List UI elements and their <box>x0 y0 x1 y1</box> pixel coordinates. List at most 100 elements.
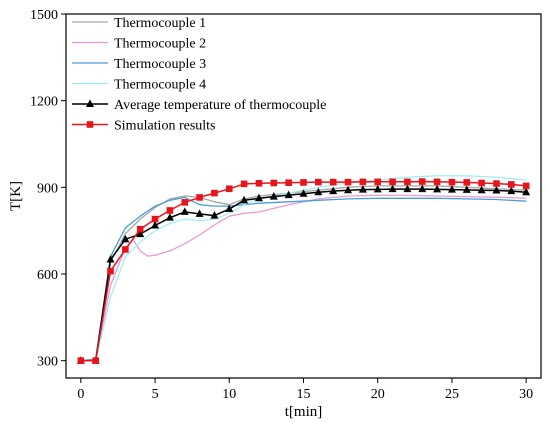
data-point <box>477 185 486 194</box>
data-point <box>493 180 500 187</box>
legend-label: Thermocouple 3 <box>114 57 206 72</box>
x-tick-label: 10 <box>222 387 236 402</box>
data-point <box>388 184 397 193</box>
data-point <box>240 195 249 204</box>
data-point <box>181 199 189 206</box>
data-point <box>284 190 293 199</box>
data-point <box>433 178 441 186</box>
series-line-thermocouple-2 <box>80 194 527 362</box>
legend-marker <box>86 99 94 107</box>
data-point <box>240 180 248 188</box>
data-point <box>195 209 204 217</box>
data-point <box>358 185 367 193</box>
legend-label: Thermocouple 2 <box>114 37 206 52</box>
data-point <box>122 246 129 253</box>
legend-entry-simulation-results: Simulation results <box>72 119 216 134</box>
legend-label: Simulation results <box>114 119 216 134</box>
legend-label: Thermocouple 1 <box>114 16 206 31</box>
y-tick-label: 600 <box>37 268 58 283</box>
data-point <box>210 211 219 219</box>
plot-frame <box>65 13 542 379</box>
data-point <box>211 189 218 197</box>
data-point <box>462 185 471 193</box>
legend-entry-thermocouple-2: Thermocouple 2 <box>72 37 206 52</box>
y-axis-title: T[K] <box>8 181 24 211</box>
y-tick-label: 1500 <box>30 8 58 23</box>
y-tick-label: 900 <box>37 181 58 196</box>
legend-entry-thermocouple-3: Thermocouple 3 <box>72 57 206 72</box>
x-tick-label: 30 <box>519 387 533 402</box>
data-point <box>196 194 203 201</box>
data-point <box>225 185 233 193</box>
data-point <box>315 178 322 186</box>
data-point <box>404 178 411 186</box>
data-point <box>106 255 115 263</box>
data-point <box>225 204 234 212</box>
data-point <box>507 186 516 195</box>
series-line-thermocouple-1 <box>80 185 527 362</box>
legend-label: Thermocouple 4 <box>114 78 206 93</box>
data-point <box>151 220 160 229</box>
data-point <box>344 185 353 194</box>
data-point <box>151 215 159 223</box>
data-point <box>492 186 501 194</box>
series-thermocouple-1 <box>80 185 527 362</box>
data-point <box>522 187 531 196</box>
series-thermocouple-3 <box>80 196 527 362</box>
data-point <box>269 192 278 200</box>
legend-entry-thermocouple-4: Thermocouple 4 <box>72 78 206 93</box>
data-point <box>314 187 323 196</box>
data-point <box>107 267 114 275</box>
legend: Thermocouple 1 Thermocouple 2 Thermocouple… <box>72 16 326 134</box>
data-point <box>92 357 99 364</box>
series-thermocouple-2 <box>80 194 527 362</box>
x-tick-label: 0 <box>77 387 84 402</box>
y-tick-label: 1200 <box>30 95 58 110</box>
x-tick-label: 20 <box>371 387 385 402</box>
data-point <box>255 179 263 187</box>
data-point <box>373 184 382 193</box>
x-tick-label: 15 <box>297 387 311 402</box>
data-point <box>121 234 130 243</box>
data-point <box>463 179 471 186</box>
data-point <box>166 207 174 214</box>
series-layer <box>76 175 531 364</box>
legend-label: Average temperature of thermocouple <box>114 98 326 113</box>
data-point <box>447 185 456 193</box>
series-line-thermocouple-4 <box>80 175 527 362</box>
data-point <box>522 182 530 190</box>
x-tick-label: 5 <box>152 387 159 402</box>
data-point <box>136 225 144 233</box>
data-point <box>329 186 338 195</box>
data-point <box>344 178 352 186</box>
data-point <box>270 179 278 187</box>
x-axis-title: t[min] <box>285 404 323 420</box>
series-thermocouple-4 <box>80 175 527 362</box>
data-point <box>136 229 145 238</box>
data-point <box>299 189 308 197</box>
data-point <box>374 178 382 186</box>
data-point <box>329 178 337 186</box>
legend-entry-thermocouple-1: Thermocouple 1 <box>72 16 206 31</box>
legend-marker <box>86 121 94 128</box>
data-point <box>254 193 263 202</box>
data-point <box>433 184 442 193</box>
data-point <box>403 184 412 193</box>
series-average-temperature-of-thermocouple <box>76 184 531 364</box>
series-simulation-results <box>77 178 530 364</box>
data-point <box>285 179 292 187</box>
data-point <box>508 181 515 188</box>
data-point <box>300 179 307 186</box>
data-point <box>448 178 456 186</box>
data-point <box>389 178 396 186</box>
data-point <box>418 178 426 185</box>
data-point <box>165 213 174 221</box>
data-point <box>77 357 85 364</box>
axes: 0 5 10 15 20 25 30 300 600 900 1200 1500 <box>30 8 533 402</box>
y-tick-label: 300 <box>37 355 58 370</box>
legend-entry-average-temperature-of-thermocouple: Average temperature of thermocouple <box>72 98 326 113</box>
x-tick-label: 25 <box>445 387 459 402</box>
data-point <box>478 179 485 187</box>
series-line-average-temperature-of-thermocouple <box>80 188 527 362</box>
